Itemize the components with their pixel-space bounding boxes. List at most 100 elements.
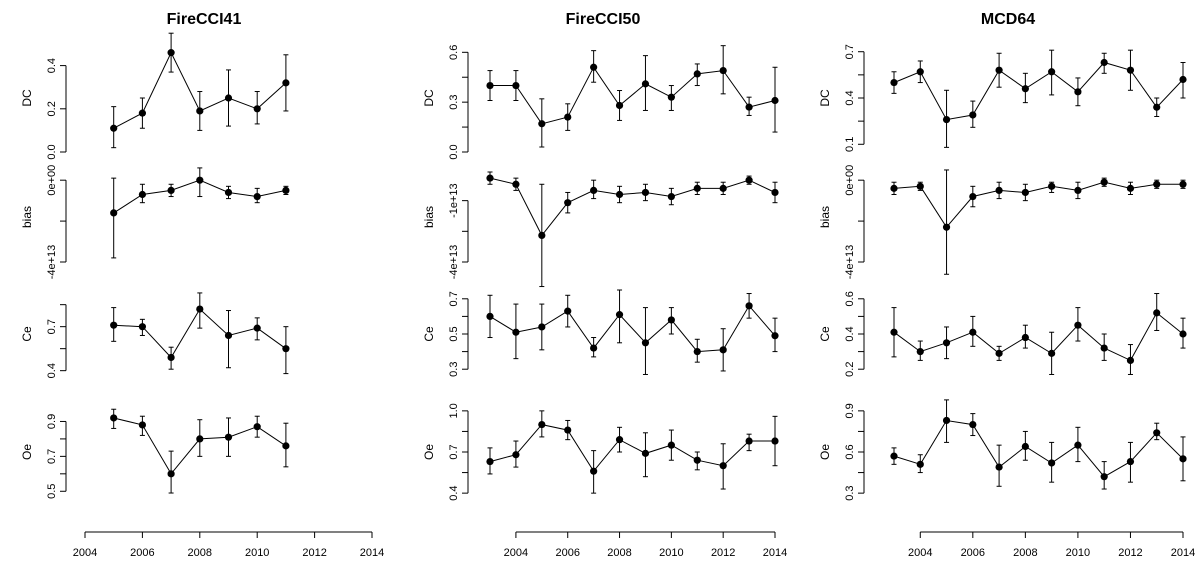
chart-title: FireCCI50 — [566, 11, 641, 28]
data-point — [486, 81, 494, 90]
data-point — [1048, 459, 1056, 467]
data-point — [641, 80, 650, 88]
data-point — [1100, 473, 1108, 481]
y-axis-label: DC — [818, 89, 832, 107]
data-point — [138, 323, 146, 331]
data-point — [969, 420, 977, 429]
data-point — [1074, 88, 1082, 96]
chart-title: FireCCI41 — [167, 11, 242, 28]
data-point — [196, 107, 204, 115]
error-bar — [226, 310, 231, 369]
data-point — [771, 188, 779, 197]
data-point — [1074, 441, 1082, 449]
y-tick-label: 0.6 — [844, 291, 856, 306]
error-bar — [944, 169, 950, 275]
data-point — [1048, 349, 1056, 357]
data-point — [1021, 188, 1029, 197]
series-line — [893, 61, 1184, 121]
data-point — [641, 188, 650, 197]
data-point — [1179, 455, 1187, 463]
data-point — [224, 331, 233, 340]
data-point — [486, 312, 494, 320]
y-tick-label: 0.7 — [46, 449, 58, 464]
data-point — [196, 305, 204, 313]
data-point — [1048, 68, 1056, 76]
data-point — [538, 420, 546, 429]
panel-bias: -4e+13 0e+00 bias — [818, 165, 1187, 280]
data-point — [771, 96, 779, 105]
y-tick-label: -4e+13 — [844, 245, 856, 280]
x-tick-label: 2008 — [607, 547, 631, 559]
x-tick-label: 2008 — [1013, 547, 1037, 559]
data-point — [693, 348, 701, 356]
x-tick-label: 2014 — [360, 547, 384, 559]
y-tick-label: 0e+00 — [844, 165, 856, 196]
y-axis-label: bias — [422, 206, 436, 228]
data-point — [590, 467, 598, 475]
data-point — [995, 66, 1003, 74]
x-tick-label: 2014 — [1171, 547, 1195, 559]
data-point — [590, 344, 598, 352]
y-tick-label: -4e+13 — [46, 245, 58, 280]
data-point — [693, 184, 701, 192]
panel-ce: 0.3 0.5 0.7 Ce — [422, 289, 779, 377]
data-point — [615, 101, 624, 110]
data-point — [538, 120, 546, 128]
panel-oe: 0.4 0.7 1.0 Oe — [422, 403, 779, 501]
y-axis-label: bias — [818, 206, 832, 228]
x-axis: 2004 2006 2008 2010 2012 2014 — [73, 531, 384, 559]
data-point — [1126, 356, 1135, 364]
data-point — [564, 426, 572, 434]
data-point — [890, 452, 898, 460]
data-point — [196, 435, 204, 443]
series-line — [893, 181, 1183, 229]
data-point — [1153, 309, 1161, 317]
y-tick-label: 0.7 — [448, 291, 460, 306]
data-point — [512, 328, 520, 336]
data-point — [916, 348, 924, 356]
data-point — [224, 433, 233, 441]
data-point — [253, 324, 261, 332]
y-tick-label: 0.4 — [844, 90, 856, 105]
data-point — [916, 182, 924, 190]
data-point — [1179, 180, 1187, 188]
data-point — [995, 186, 1003, 195]
x-tick-label: 2004 — [908, 547, 932, 559]
y-tick-label: 0.5 — [448, 326, 460, 341]
x-tick-label: 2010 — [1066, 547, 1090, 559]
data-point — [1074, 321, 1082, 329]
data-point — [167, 470, 175, 478]
data-point — [167, 186, 175, 195]
data-point — [564, 113, 572, 121]
y-tick-label: 1.0 — [448, 403, 460, 418]
x-tick-label: 2012 — [302, 547, 326, 559]
data-point — [224, 94, 233, 102]
data-point — [110, 414, 118, 422]
data-point — [564, 199, 572, 207]
y-tick-label: 0.3 — [844, 485, 856, 500]
series-line — [489, 304, 776, 353]
data-point — [890, 184, 898, 192]
y-tick-label: 0.3 — [448, 95, 460, 110]
y-tick-label: 0.4 — [844, 326, 856, 341]
y-tick-label: -4e+13 — [448, 245, 460, 280]
data-point — [167, 49, 175, 57]
data-point — [167, 353, 175, 362]
panel-bias: -4e+13 -1e+13 bias — [422, 171, 779, 288]
panel-oe: 0.5 0.7 0.9 Oe — [20, 408, 290, 499]
data-point — [745, 302, 753, 310]
data-point — [282, 442, 290, 450]
y-axis-label: Oe — [20, 444, 34, 460]
panel-dc: 0.0 0.3 0.6 DC — [422, 45, 779, 160]
y-axis-label: DC — [20, 89, 34, 107]
data-point — [538, 323, 546, 331]
data-point — [719, 462, 727, 470]
data-point — [138, 190, 146, 199]
data-point — [224, 188, 233, 197]
y-axis-label: Oe — [818, 444, 832, 460]
y-tick-label: 0.3 — [448, 362, 460, 377]
data-point — [512, 451, 520, 459]
y-tick-label: 0e+00 — [46, 165, 58, 196]
series-line — [893, 419, 1184, 478]
data-point — [745, 176, 753, 184]
